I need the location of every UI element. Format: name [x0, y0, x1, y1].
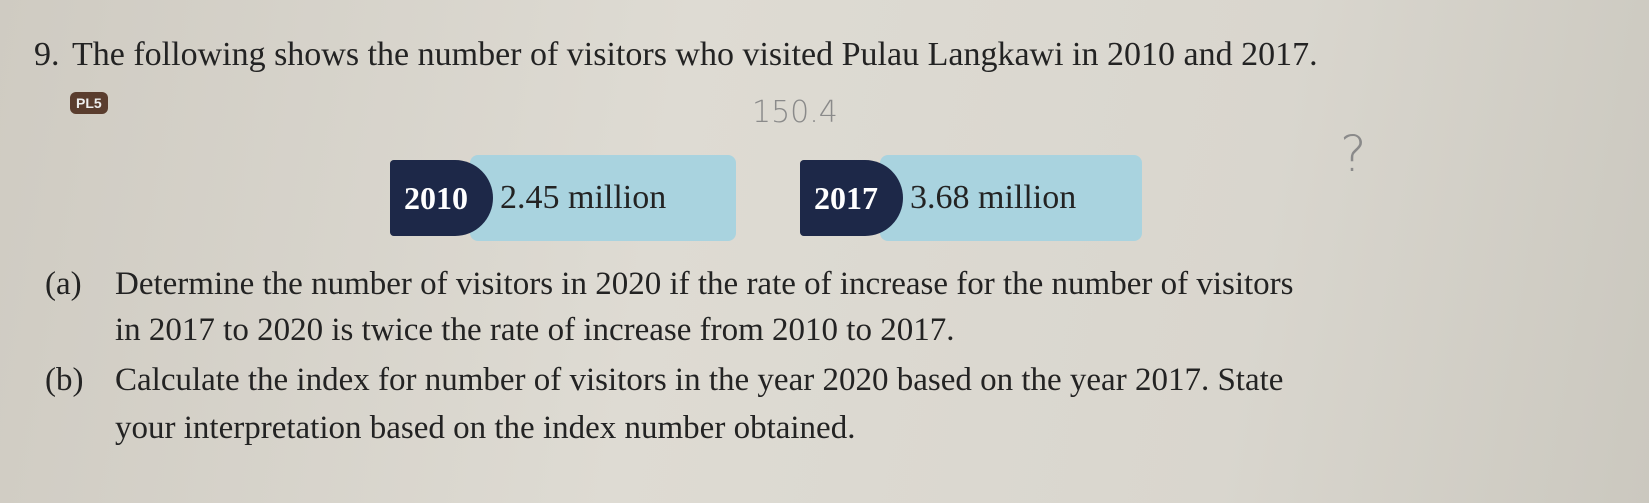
- part-line: Calculate the index for number of visito…: [115, 362, 1284, 398]
- level-badge: PL5: [70, 92, 108, 114]
- value-box: 2.45 million: [470, 155, 736, 241]
- year-label: 2010: [390, 160, 493, 236]
- part-line: your interpretation based on the index n…: [115, 410, 856, 446]
- value-text: 2.45 million: [500, 179, 667, 216]
- handwritten-note: 150.4: [752, 95, 838, 130]
- question-text: The following shows the number of visito…: [72, 36, 1318, 73]
- question-number: 9.: [34, 36, 60, 73]
- part-line: Determine the number of visitors in 2020…: [115, 266, 1294, 302]
- handwritten-note: ?: [1340, 125, 1367, 183]
- part-line: in 2017 to 2020 is twice the rate of inc…: [115, 312, 955, 348]
- value-text: 3.68 million: [910, 179, 1077, 216]
- value-box: 3.68 million: [880, 155, 1142, 241]
- year-label: 2017: [800, 160, 903, 236]
- part-label: (a): [45, 266, 82, 302]
- part-label: (b): [45, 362, 84, 398]
